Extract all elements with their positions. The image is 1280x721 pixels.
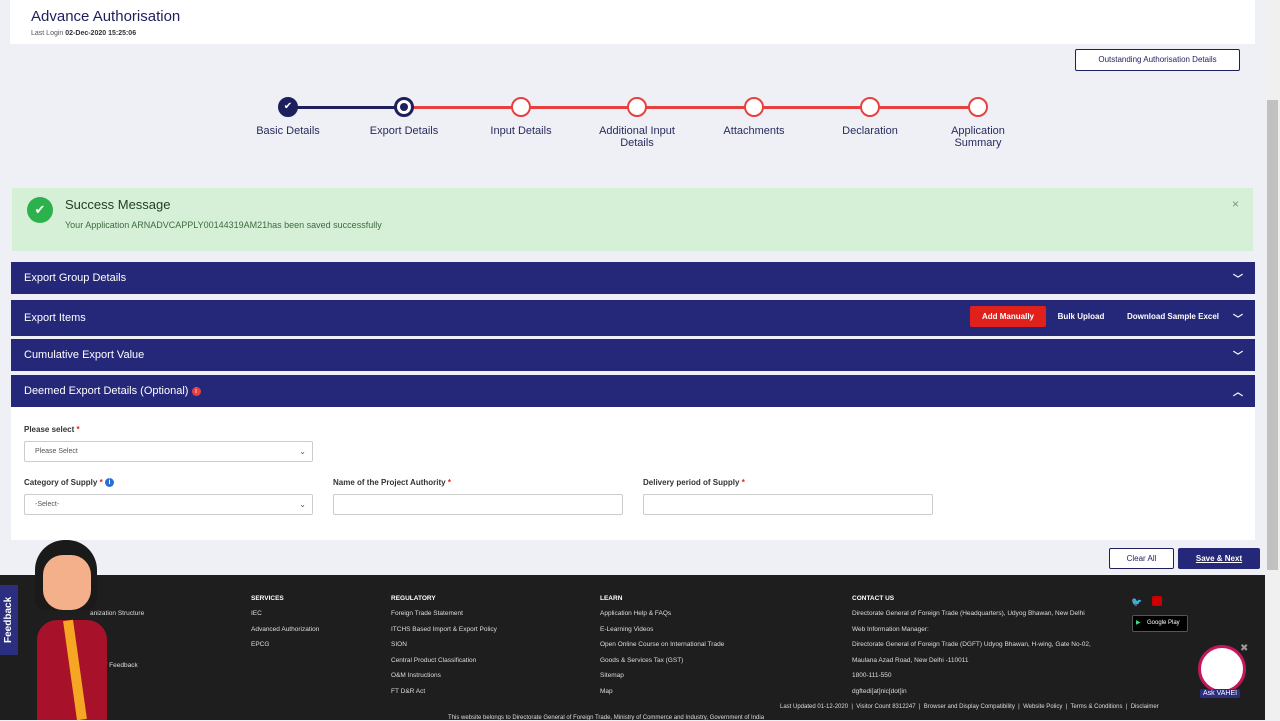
footer-services: SERVICES IEC Advanced Authorization EPCG xyxy=(251,595,320,648)
success-check-icon: ✔ xyxy=(27,197,53,223)
outstanding-authorisation-button[interactable]: Outstanding Authorisation Details xyxy=(1075,49,1240,71)
step-basic-details[interactable]: ✔ Basic Details xyxy=(238,97,338,137)
accordion-export-items[interactable]: Export Items ﹀ xyxy=(11,300,1255,336)
delivery-period-input[interactable] xyxy=(643,494,933,515)
chevron-up-icon: ︿ xyxy=(1233,387,1243,399)
footer-col-about: anization Structure tions / Feedback xyxy=(90,610,145,669)
success-message: Your Application ARNADVCAPPLY00144319AM2… xyxy=(65,220,382,230)
chevron-down-icon: ﹀ xyxy=(1233,274,1243,286)
step-circle-icon xyxy=(511,97,531,117)
step-input-details[interactable]: Input Details xyxy=(471,97,571,137)
success-title: Success Message xyxy=(65,197,171,212)
accordion-cumulative-export-value[interactable]: Cumulative Export Value ﹀ xyxy=(11,339,1255,371)
ownership-text: This website belongs to Directorate Gene… xyxy=(448,715,765,721)
project-authority-input[interactable] xyxy=(333,494,623,515)
step-connector xyxy=(410,106,982,109)
category-of-supply-label: Category of Supply * i xyxy=(24,478,114,488)
chevron-down-icon: ﹀ xyxy=(1233,314,1243,326)
assistant-mascot-illustration xyxy=(25,540,145,721)
step-attachments[interactable]: Attachments xyxy=(704,97,804,137)
footer-regulatory: REGULATORY Foreign Trade Statement ITCHS B… xyxy=(391,595,497,695)
category-of-supply-dropdown[interactable]: -Select- ⌄ xyxy=(24,494,313,515)
page-title: Advance Authorisation xyxy=(31,8,181,25)
twitter-icon[interactable]: 🐦 xyxy=(1131,597,1143,607)
footer-bottom-links: Last Updated 01-12-2020 | Visitor Count … xyxy=(780,704,1159,710)
project-authority-label: Name of the Project Authority * xyxy=(333,478,451,487)
step-circle-icon xyxy=(627,97,647,117)
page-header: Advance Authorisation Last Login 02-Dec-… xyxy=(10,0,1255,44)
info-icon[interactable]: i xyxy=(191,386,201,396)
step-additional-input-details[interactable]: Additional Input Details xyxy=(587,97,687,149)
info-icon[interactable]: i xyxy=(104,478,114,488)
please-select-label: Please select * xyxy=(24,425,80,434)
chevron-down-icon: ⌄ xyxy=(299,447,306,456)
check-icon: ✔ xyxy=(278,97,298,117)
chevron-down-icon: ⌄ xyxy=(299,500,306,509)
close-icon[interactable]: ✖ xyxy=(1240,643,1249,654)
deemed-export-form: Please select * Please Select ⌄ Category … xyxy=(11,407,1255,540)
accordion-deemed-export-details[interactable]: Deemed Export Details (Optional) i ︿ xyxy=(11,375,1255,407)
download-sample-excel-button[interactable]: Download Sample Excel xyxy=(1126,312,1220,321)
close-icon[interactable]: × xyxy=(1231,197,1239,211)
ask-vahei-label[interactable]: Ask VAHEI xyxy=(1200,689,1241,698)
scrollbar-thumb[interactable] xyxy=(1267,100,1278,570)
success-alert: ✔ Success Message Your Application ARNAD… xyxy=(12,188,1253,251)
step-application-summary[interactable]: Application Summary xyxy=(938,97,1018,149)
clear-all-button[interactable]: Clear All xyxy=(1109,548,1174,569)
delivery-period-label: Delivery period of Supply * xyxy=(643,478,745,487)
please-select-dropdown[interactable]: Please Select ⌄ xyxy=(24,441,313,462)
step-connector xyxy=(294,106,400,109)
step-circle-icon xyxy=(968,97,988,117)
accordion-export-group-details[interactable]: Export Group Details ﹀ xyxy=(11,262,1255,294)
step-export-details[interactable]: Export Details xyxy=(354,97,454,137)
step-declaration[interactable]: Declaration xyxy=(820,97,920,137)
ask-vahei-avatar[interactable] xyxy=(1198,645,1246,693)
youtube-icon[interactable] xyxy=(1152,596,1162,606)
footer-contact: CONTACT US Directorate General of Foreign… xyxy=(852,595,1091,695)
footer: anization Structure tions / Feedback SERV… xyxy=(0,575,1265,721)
current-step-icon xyxy=(394,97,414,117)
step-circle-icon xyxy=(744,97,764,117)
last-login: Last Login 02-Dec-2020 15:25:06 xyxy=(31,30,137,37)
add-manually-button[interactable]: Add Manually xyxy=(970,306,1046,327)
step-circle-icon xyxy=(860,97,880,117)
feedback-tab[interactable]: Feedback xyxy=(0,585,18,655)
footer-learn: LEARN Application Help & FAQs E-Learning V… xyxy=(600,595,725,695)
chevron-down-icon: ﹀ xyxy=(1233,351,1243,363)
google-play-badge[interactable]: ▶ Google Play xyxy=(1132,615,1188,632)
save-next-button[interactable]: Save & Next xyxy=(1178,548,1260,569)
bulk-upload-button[interactable]: Bulk Upload xyxy=(1057,312,1105,321)
